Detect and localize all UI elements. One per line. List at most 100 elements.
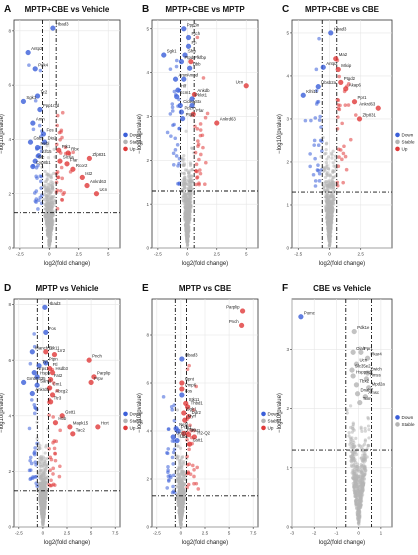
stable-point bbox=[52, 147, 56, 151]
down-cluster-point bbox=[29, 461, 34, 466]
down-cluster-point bbox=[312, 138, 317, 143]
stable-point bbox=[351, 468, 355, 472]
stable-point bbox=[181, 509, 185, 514]
stable-point bbox=[325, 157, 329, 161]
down-cluster-point bbox=[170, 105, 175, 110]
gene-label: Mapk15 bbox=[73, 420, 89, 425]
up-cluster-point bbox=[196, 487, 201, 491]
gene-point bbox=[95, 424, 101, 430]
y-tick-label: 4 bbox=[146, 429, 149, 434]
stable-point bbox=[38, 446, 42, 450]
stable-point bbox=[49, 224, 53, 228]
gene-label: Pnch bbox=[229, 319, 239, 324]
stable-point bbox=[190, 168, 194, 172]
gene-point bbox=[349, 367, 355, 373]
gene-label: Ankrd63 bbox=[220, 117, 237, 122]
stable-point bbox=[350, 460, 354, 464]
stable-point bbox=[179, 517, 184, 521]
x-tick-label: 0 bbox=[186, 252, 189, 257]
gene-label: Slc6a bbox=[63, 155, 74, 160]
panel-title: MPTP vs CBE bbox=[179, 284, 232, 293]
stable-point bbox=[350, 464, 354, 469]
legend-swatch bbox=[123, 146, 128, 152]
gene-label: Ptch bbox=[192, 31, 201, 36]
down-cluster-point bbox=[30, 398, 34, 402]
down-cluster-point bbox=[33, 446, 37, 450]
stable-point bbox=[331, 175, 335, 179]
up-cluster-point bbox=[54, 439, 59, 444]
legend-label: Stable bbox=[402, 422, 415, 427]
gene-point bbox=[362, 394, 368, 400]
stable-point bbox=[175, 457, 180, 461]
x-tick-label: 0 bbox=[357, 531, 360, 536]
stable-point bbox=[359, 473, 363, 477]
stable-point bbox=[175, 408, 180, 412]
stable-point bbox=[38, 459, 42, 464]
down-cluster-point bbox=[32, 344, 37, 349]
gene-label: Hbb bbox=[193, 62, 201, 67]
stable-point bbox=[48, 182, 52, 186]
down-cluster-point bbox=[40, 193, 44, 197]
gene-label: Stx bbox=[195, 99, 202, 104]
down-cluster-point bbox=[176, 164, 180, 168]
y-axis-title: −log10(pvalue) bbox=[0, 114, 5, 154]
down-cluster-point bbox=[38, 68, 43, 73]
down-cluster-point bbox=[34, 165, 39, 170]
y-tick-label: 0 bbox=[286, 525, 289, 530]
gene-point bbox=[37, 107, 43, 113]
gene-label: Ptpn bbox=[49, 356, 58, 361]
up-cluster-point bbox=[58, 464, 62, 469]
stable-point bbox=[44, 179, 49, 183]
plot-frame bbox=[291, 298, 393, 528]
x-axis-title: log2(fold change) bbox=[44, 261, 90, 267]
stable-point bbox=[353, 489, 357, 494]
gene-label: Fat2 bbox=[54, 373, 63, 378]
down-cluster-point bbox=[174, 64, 179, 69]
gene-label: Gstt1 bbox=[193, 438, 204, 443]
up-cluster-point bbox=[336, 106, 341, 111]
stable-point bbox=[187, 171, 191, 175]
stable-point bbox=[46, 189, 50, 193]
stable-point bbox=[327, 206, 331, 210]
stable-point bbox=[185, 242, 190, 247]
stable-point bbox=[328, 224, 332, 229]
gene-label: Slc35e2 bbox=[355, 364, 371, 369]
down-cluster-point bbox=[311, 172, 316, 177]
x-axis-title: log2(fold change) bbox=[319, 261, 365, 267]
up-cluster-point bbox=[335, 180, 340, 185]
gene-point bbox=[300, 92, 306, 98]
stable-point bbox=[47, 234, 51, 238]
gene-point bbox=[179, 386, 185, 392]
gene-label: Ankrd5 bbox=[35, 387, 49, 392]
stable-point bbox=[41, 524, 45, 529]
gene-point bbox=[375, 105, 381, 111]
y-tick-label: 3 bbox=[286, 347, 289, 352]
plot-frame bbox=[13, 19, 121, 249]
gene-point bbox=[32, 66, 38, 72]
gene-label: Amnd bbox=[187, 73, 199, 78]
down-cluster-point bbox=[317, 171, 322, 176]
gene-point bbox=[335, 66, 341, 73]
gene-point bbox=[93, 191, 99, 197]
stable-point bbox=[325, 173, 329, 177]
y-tick-label: 8 bbox=[146, 333, 149, 338]
stable-point bbox=[332, 197, 336, 201]
gene-label: Tbx2 bbox=[359, 378, 369, 383]
stable-point bbox=[189, 204, 193, 208]
down-cluster-point bbox=[308, 152, 312, 156]
gene-point bbox=[240, 308, 246, 314]
gene-label: Cidea bbox=[183, 99, 195, 104]
stable-point bbox=[350, 450, 355, 454]
stable-point bbox=[39, 484, 43, 488]
up-cluster-point bbox=[344, 167, 349, 172]
y-tick-label: 0 bbox=[146, 246, 149, 251]
down-cluster-point bbox=[173, 148, 178, 152]
gene-point bbox=[51, 352, 58, 358]
gene-point bbox=[47, 385, 53, 391]
gene-label: Ppr1 bbox=[364, 346, 374, 351]
stable-point bbox=[184, 178, 188, 182]
stable-point bbox=[188, 191, 192, 195]
stable-point bbox=[184, 129, 188, 133]
